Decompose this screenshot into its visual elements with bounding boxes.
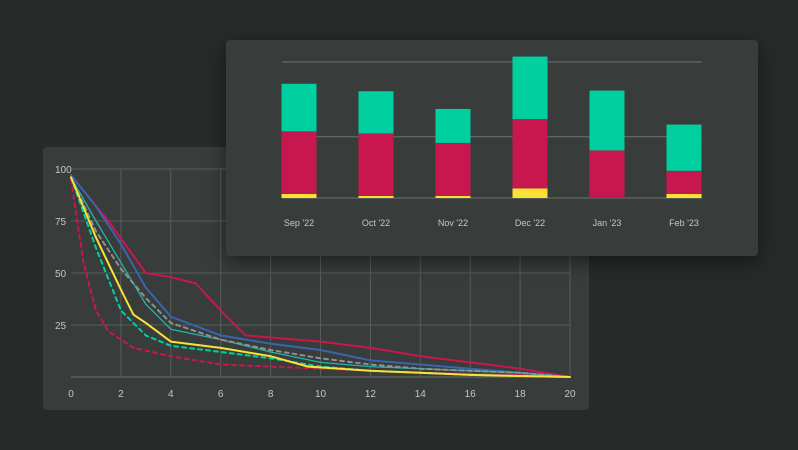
bar-segment-crimson: [512, 119, 548, 189]
series-line-blue-solid: [70, 174, 571, 378]
bar-segment-yellow: [281, 193, 317, 198]
y-tick-label: 25: [55, 321, 67, 332]
bar-segment-crimson: [589, 150, 625, 198]
series-line-crimson-dashed: [70, 178, 571, 378]
x-tick-label: 14: [415, 389, 427, 400]
y-tick-label: 100: [55, 165, 72, 176]
bar-segment-teal: [666, 124, 702, 171]
x-tick-label: 16: [465, 389, 477, 400]
series-line-crimson-solid: [70, 174, 571, 378]
bar-segment-yellow: [666, 193, 702, 198]
bar-segment-yellow: [358, 195, 394, 198]
x-tick-label: 18: [515, 389, 527, 400]
x-tick-label: 6: [218, 389, 224, 400]
bar-chart: Sep '22 Oct '22 Nov '22 Dec '22 Jan '23 Feb '…: [281, 56, 702, 228]
series-line-yellow-solid: [70, 176, 571, 378]
bar-segment-teal: [281, 83, 317, 132]
x-tick-label: 20: [564, 389, 576, 400]
x-tick-label: 4: [168, 389, 174, 400]
x-tick-label: 10: [315, 389, 327, 400]
bar-segment-crimson: [666, 170, 702, 194]
bar-segment-crimson: [435, 142, 471, 196]
bar-segment-teal: [358, 91, 394, 134]
bar-segment-teal: [435, 108, 471, 143]
x-tick-label: 0: [68, 389, 74, 400]
bar-chart-card: Sep '22 Oct '22 Nov '22 Dec '22 Jan '23 Feb '…: [226, 40, 758, 256]
bar-segment-yellow: [512, 188, 548, 198]
y-tick-label: 50: [55, 269, 67, 280]
bar-category-label: Sep '22: [284, 218, 314, 228]
bar-segment-crimson: [358, 133, 394, 196]
x-tick-label: 2: [118, 389, 124, 400]
bar-category-label: Feb '23: [669, 218, 699, 228]
line-chart: 0 2 4 6 8 10 12 14 16 18 20 25 50 75 100: [55, 165, 576, 400]
bar-category-label: Dec '22: [515, 218, 545, 228]
bar-segment-teal: [589, 90, 625, 151]
bar-category-label: Jan '23: [593, 218, 622, 228]
series-line-gray-dashed: [70, 176, 571, 378]
bar-segment-yellow: [435, 195, 471, 198]
bar-category-label: Oct '22: [362, 218, 390, 228]
bar-segment-teal: [512, 56, 548, 120]
y-tick-label: 75: [55, 217, 67, 228]
x-tick-label: 12: [365, 389, 377, 400]
bar-category-label: Nov '22: [438, 218, 468, 228]
x-tick-label: 8: [268, 389, 274, 400]
bar-segment-crimson: [281, 131, 317, 194]
